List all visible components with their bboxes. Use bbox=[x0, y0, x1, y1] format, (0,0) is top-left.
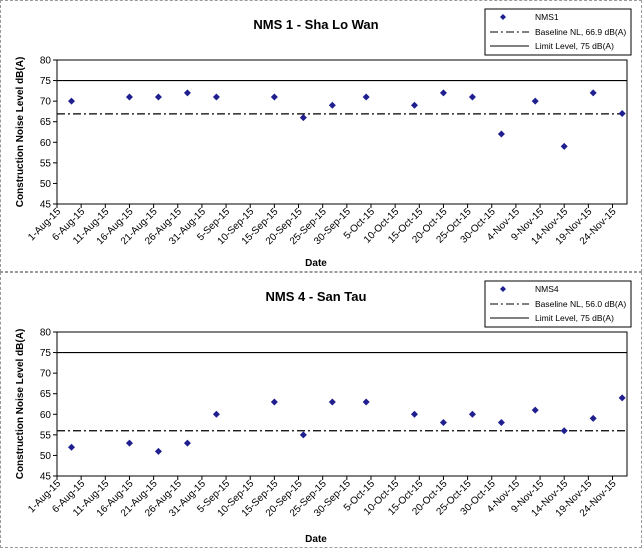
y-tick-label: 80 bbox=[40, 56, 52, 67]
y-axis-label: Construction Noise Level dB(A) bbox=[15, 329, 26, 480]
legend-limit-label: Limit Level, 75 dB(A) bbox=[535, 313, 614, 323]
data-point bbox=[618, 109, 626, 117]
x-axis-ticks: 1-Aug-156-Aug-1511-Aug-1516-Aug-1521-Aug… bbox=[26, 476, 619, 519]
legend: NMS4 Baseline NL, 56.0 dB(A) Limit Level… bbox=[484, 280, 632, 328]
y-tick-label: 80 bbox=[40, 328, 52, 339]
reference-lines bbox=[57, 351, 627, 432]
data-point bbox=[531, 97, 539, 105]
data-point bbox=[589, 414, 597, 422]
data-points bbox=[67, 394, 626, 455]
y-axis-ticks: 45 50 55 60 65 70 75 80 bbox=[40, 328, 57, 483]
data-point bbox=[270, 93, 278, 101]
data-point bbox=[410, 101, 418, 109]
chart-nms4: NMS 4 - San Tau 45 50 55 60 65 70 75 80 1-Aug-1… bbox=[15, 280, 632, 545]
y-axis-label: Construction Noise Level dB(A) bbox=[15, 57, 26, 208]
data-point bbox=[212, 410, 220, 418]
y-tick-label: 65 bbox=[40, 117, 52, 128]
data-point bbox=[468, 93, 476, 101]
y-tick-label: 65 bbox=[40, 389, 52, 400]
data-point bbox=[328, 101, 336, 109]
y-tick-label: 75 bbox=[40, 76, 52, 87]
y-tick-label: 70 bbox=[40, 369, 52, 380]
data-point bbox=[154, 447, 162, 455]
data-point bbox=[299, 114, 307, 122]
chart-nms1: NMS 1 - Sha Lo Wan 45 50 55 60 65 70 75 80 1-Au… bbox=[15, 8, 632, 269]
data-point bbox=[299, 431, 307, 439]
data-point bbox=[183, 439, 191, 447]
data-point bbox=[270, 398, 278, 406]
data-point bbox=[183, 89, 191, 97]
data-points bbox=[67, 89, 626, 150]
data-point bbox=[410, 410, 418, 418]
data-point bbox=[328, 398, 336, 406]
chart-title: NMS 1 - Sha Lo Wan bbox=[253, 17, 378, 32]
y-tick-label: 50 bbox=[40, 179, 52, 190]
x-axis-label: Date bbox=[305, 534, 327, 545]
legend-marker-diamond bbox=[500, 14, 506, 20]
plot-area bbox=[56, 331, 628, 477]
x-axis-label: Date bbox=[305, 258, 327, 269]
legend-baseline-label: Baseline NL, 66.9 dB(A) bbox=[535, 27, 626, 37]
reference-lines bbox=[57, 79, 627, 115]
data-point bbox=[67, 97, 75, 105]
data-point bbox=[560, 142, 568, 150]
y-tick-label: 50 bbox=[40, 451, 52, 462]
chart-title: NMS 4 - San Tau bbox=[266, 289, 367, 304]
legend-limit-label: Limit Level, 75 dB(A) bbox=[535, 41, 614, 51]
y-tick-label: 70 bbox=[40, 97, 52, 108]
legend-baseline-label: Baseline NL, 56.0 dB(A) bbox=[535, 299, 626, 309]
data-point bbox=[531, 406, 539, 414]
data-point bbox=[589, 89, 597, 97]
data-point bbox=[362, 93, 370, 101]
legend: NMS1 Baseline NL, 66.9 dB(A) Limit Level… bbox=[484, 8, 632, 56]
data-point bbox=[618, 394, 626, 402]
y-tick-label: 60 bbox=[40, 138, 52, 149]
data-point bbox=[125, 439, 133, 447]
data-point bbox=[154, 93, 162, 101]
data-point bbox=[439, 419, 447, 427]
y-tick-label: 55 bbox=[40, 158, 52, 169]
chart-panel-nms4: NMS 4 - San Tau 45 50 55 60 65 70 75 80 1-Aug-1… bbox=[0, 272, 642, 548]
y-tick-label: 55 bbox=[40, 430, 52, 441]
data-point bbox=[560, 427, 568, 435]
plot-area bbox=[56, 59, 628, 205]
data-point bbox=[439, 89, 447, 97]
y-tick-label: 45 bbox=[40, 200, 52, 211]
legend-series-label: NMS1 bbox=[535, 12, 559, 22]
data-point bbox=[497, 419, 505, 427]
chart-panel-nms1: NMS 1 - Sha Lo Wan 45 50 55 60 65 70 75 80 1-Au… bbox=[0, 0, 642, 272]
data-point bbox=[125, 93, 133, 101]
data-point bbox=[497, 130, 505, 138]
y-tick-label: 75 bbox=[40, 348, 52, 359]
y-axis-ticks: 45 50 55 60 65 70 75 80 bbox=[40, 56, 57, 211]
data-point bbox=[468, 410, 476, 418]
data-point bbox=[362, 398, 370, 406]
y-tick-label: 60 bbox=[40, 410, 52, 421]
data-point bbox=[212, 93, 220, 101]
x-axis-ticks: 1-Aug-156-Aug-1511-Aug-1516-Aug-1521-Aug… bbox=[26, 204, 619, 247]
legend-series-label: NMS4 bbox=[535, 284, 559, 294]
data-point bbox=[67, 443, 75, 451]
y-tick-label: 45 bbox=[40, 472, 52, 483]
legend-marker-diamond bbox=[500, 286, 506, 292]
